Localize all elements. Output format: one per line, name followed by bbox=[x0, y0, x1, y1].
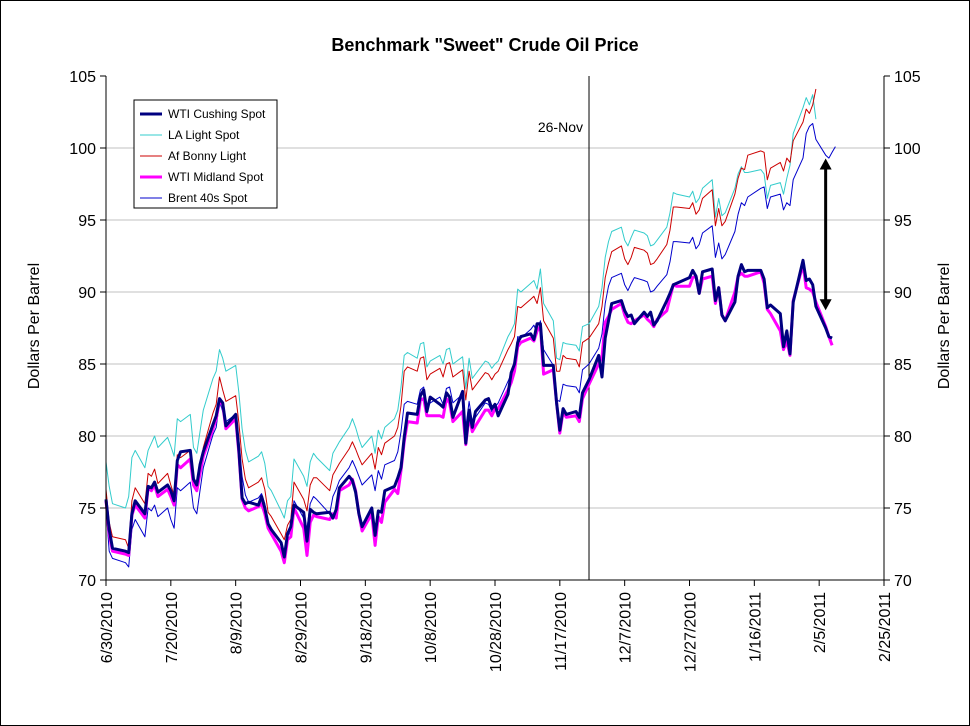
chart-title: Benchmark "Sweet" Crude Oil Price bbox=[331, 35, 638, 55]
annotation-layer: 26-Nov bbox=[538, 76, 832, 580]
legend-label: LA Light Spot bbox=[168, 128, 240, 142]
x-tick-label: 8/9/2010 bbox=[229, 592, 246, 654]
x-tick-label: 11/17/2010 bbox=[553, 592, 570, 671]
y-tick-label-right: 75 bbox=[894, 501, 912, 518]
y-tick-label-right: 95 bbox=[894, 213, 912, 230]
y-tick-label-left: 100 bbox=[69, 141, 96, 158]
y-tick-label-right: 100 bbox=[894, 141, 921, 158]
x-tick-label: 9/18/2010 bbox=[358, 592, 375, 663]
y-tick-label-left: 90 bbox=[78, 285, 96, 302]
series-line-wti-cushing-spot bbox=[104, 258, 833, 559]
y-axis-label-left: Dollars Per Barrel bbox=[26, 263, 43, 389]
spread-arrow-head-up bbox=[819, 158, 832, 170]
x-tick-label: 6/30/2010 bbox=[99, 592, 116, 663]
x-tick-label: 1/16/2011 bbox=[747, 592, 764, 662]
y-tick-label-right: 85 bbox=[894, 357, 912, 374]
y-tick-label-left: 85 bbox=[78, 357, 96, 374]
y-tick-label-left: 80 bbox=[78, 429, 96, 446]
y-tick-label-right: 70 bbox=[894, 573, 912, 590]
legend-label: Brent 40s Spot bbox=[168, 191, 248, 205]
x-tick-label: 10/28/2010 bbox=[488, 592, 505, 672]
legend-label: WTI Midland Spot bbox=[168, 170, 264, 184]
legend-box bbox=[133, 99, 278, 209]
x-tick-label: 12/7/2010 bbox=[618, 592, 635, 663]
legend: WTI Cushing Spot LA Light Spot Af Bonny Li… bbox=[133, 99, 278, 209]
x-tick-label: 7/20/2010 bbox=[164, 592, 181, 663]
y-tick-label-left: 75 bbox=[78, 501, 96, 518]
x-tick-label: 10/8/2010 bbox=[423, 592, 440, 663]
y-tick-label-left: 70 bbox=[78, 573, 96, 590]
y-tick-label-right: 80 bbox=[894, 429, 912, 446]
x-tick-label: 8/29/2010 bbox=[294, 592, 311, 663]
x-tick-label: 2/5/2011 bbox=[812, 592, 829, 653]
y-tick-label-left: 95 bbox=[78, 213, 96, 230]
legend-label: Af Bonny Light bbox=[168, 149, 247, 163]
axes: 70 70 75 75 80 80 85 85 90 90 95 95 100 100 105 105 6/30… bbox=[69, 69, 921, 672]
series-layer bbox=[104, 88, 836, 568]
y-tick-label-right: 105 bbox=[894, 69, 921, 86]
annotation-label: 26-Nov bbox=[538, 119, 583, 135]
x-tick-label: 2/25/2011 bbox=[877, 592, 894, 662]
x-tick-label: 12/27/2010 bbox=[683, 592, 700, 672]
legend-label: WTI Cushing Spot bbox=[168, 107, 266, 121]
y-tick-label-left: 105 bbox=[69, 69, 96, 86]
spread-arrow-head-down bbox=[819, 299, 832, 311]
y-axis-label-right: Dollars Per Barrel bbox=[936, 263, 953, 389]
y-tick-label-right: 90 bbox=[894, 285, 912, 302]
series-line-af-bonny-light bbox=[105, 88, 817, 549]
series-line-la-light-spot bbox=[105, 94, 817, 519]
